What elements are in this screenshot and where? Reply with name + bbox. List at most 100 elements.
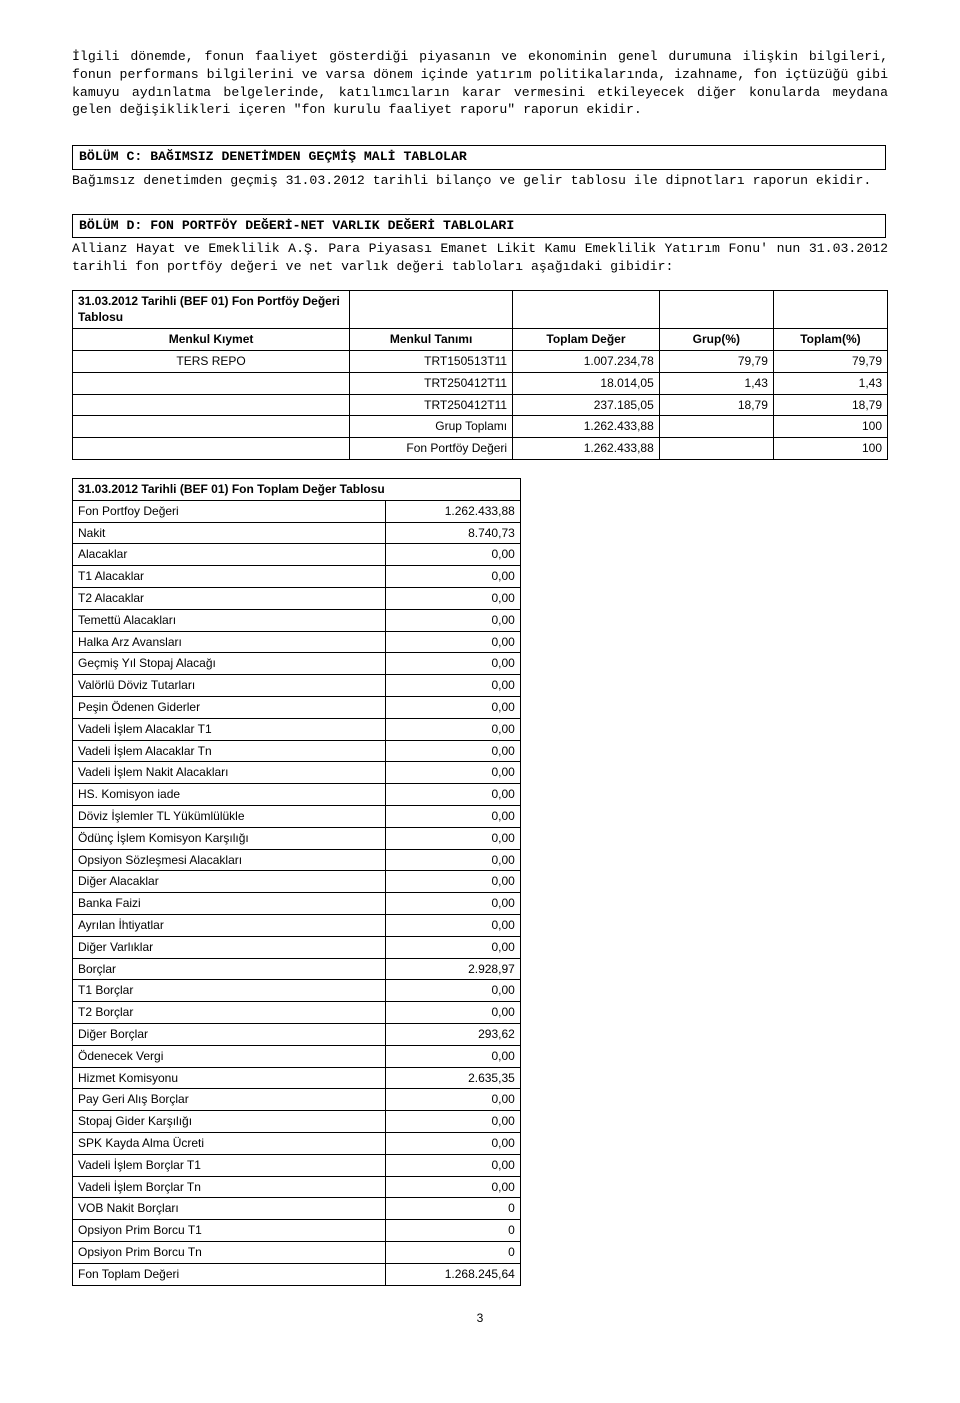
cell: TERS REPO — [73, 351, 350, 373]
cell-value: 0,00 — [386, 980, 520, 1002]
cell-value: 0,00 — [386, 544, 520, 566]
table-row: Valörlü Döviz Tutarları0,00 — [73, 675, 521, 697]
cell: 1.007.234,78 — [513, 351, 660, 373]
cell-label: Fon Toplam Değeri — [73, 1263, 386, 1285]
col-header: Menkul Tanımı — [350, 329, 513, 351]
cell-label: Opsiyon Sözleşmesi Alacakları — [73, 849, 386, 871]
cell-label: Ödenecek Vergi — [73, 1045, 386, 1067]
cell: 18.014,05 — [513, 372, 660, 394]
table-row: Alacaklar0,00 — [73, 544, 521, 566]
table-row: Vadeli İşlem Alacaklar Tn0,00 — [73, 740, 521, 762]
cell-label: Temettü Alacakları — [73, 609, 386, 631]
cell-value: 0,00 — [386, 1176, 520, 1198]
cell — [73, 438, 350, 460]
cell: 100 — [773, 416, 887, 438]
cell: 79,79 — [659, 351, 773, 373]
table-row: Fon Portfoy Değeri1.262.433,88 — [73, 500, 521, 522]
cell-label: Peşin Ödenen Giderler — [73, 697, 386, 719]
cell-value: 0,00 — [386, 1002, 520, 1024]
table-row: Banka Faizi0,00 — [73, 893, 521, 915]
col-header: Toplam Değer — [513, 329, 660, 351]
cell-value: 0,00 — [386, 718, 520, 740]
cell-blank — [773, 290, 887, 329]
cell: 1,43 — [659, 372, 773, 394]
table2-title: 31.03.2012 Tarihli (BEF 01) Fon Toplam D… — [73, 479, 521, 501]
cell: 18,79 — [659, 394, 773, 416]
table-row: Döviz İşlemler TL Yükümlülükle0,00 — [73, 805, 521, 827]
cell: 237.185,05 — [513, 394, 660, 416]
table-row: Opsiyon Prim Borcu Tn0 — [73, 1241, 521, 1263]
cell-value: 0,00 — [386, 740, 520, 762]
cell-label: Nakit — [73, 522, 386, 544]
cell: 100 — [773, 438, 887, 460]
cell-value: 0,00 — [386, 849, 520, 871]
cell-label: Ayrılan İhtiyatlar — [73, 914, 386, 936]
cell — [73, 372, 350, 394]
cell-label: Vadeli İşlem Nakit Alacakları — [73, 762, 386, 784]
cell-label: Alacaklar — [73, 544, 386, 566]
col-header: Grup(%) — [659, 329, 773, 351]
cell-value: 0,00 — [386, 805, 520, 827]
table-row: Vadeli İşlem Borçlar Tn0,00 — [73, 1176, 521, 1198]
cell-value: 0,00 — [386, 653, 520, 675]
cell-label: Halka Arz Avansları — [73, 631, 386, 653]
table-row: T1 Alacaklar0,00 — [73, 566, 521, 588]
cell: TRT150513T11 — [350, 351, 513, 373]
table-row: T1 Borçlar0,00 — [73, 980, 521, 1002]
cell-label: Banka Faizi — [73, 893, 386, 915]
cell-value: 293,62 — [386, 1023, 520, 1045]
cell-value: 0,00 — [386, 697, 520, 719]
page-number: 3 — [72, 1310, 888, 1327]
table-row: T2 Borçlar0,00 — [73, 1002, 521, 1024]
cell-value: 0,00 — [386, 609, 520, 631]
cell: 79,79 — [773, 351, 887, 373]
table-row: Ödünç İşlem Komisyon Karşılığı0,00 — [73, 827, 521, 849]
cell-label: VOB Nakit Borçları — [73, 1198, 386, 1220]
section-d-title: BÖLÜM D: FON PORTFÖY DEĞERİ-NET VARLIK D… — [72, 214, 886, 238]
cell-value: 0,00 — [386, 566, 520, 588]
cell-value: 0 — [386, 1220, 520, 1242]
cell-value: 0,00 — [386, 675, 520, 697]
cell-value: 0,00 — [386, 1045, 520, 1067]
cell — [659, 438, 773, 460]
table-row: Fon Portföy Değeri1.262.433,88100 — [73, 438, 888, 460]
cell-blank — [350, 290, 513, 329]
cell-blank — [659, 290, 773, 329]
portfolio-value-table: 31.03.2012 Tarihli (BEF 01) Fon Portföy … — [72, 290, 888, 460]
cell-label: Ödünç İşlem Komisyon Karşılığı — [73, 827, 386, 849]
table-row: Geçmiş Yıl Stopaj Alacağı0,00 — [73, 653, 521, 675]
total-value-table: 31.03.2012 Tarihli (BEF 01) Fon Toplam D… — [72, 478, 521, 1285]
cell-label: Vadeli İşlem Alacaklar Tn — [73, 740, 386, 762]
table-row: Peşin Ödenen Giderler0,00 — [73, 697, 521, 719]
table-row: Temettü Alacakları0,00 — [73, 609, 521, 631]
table-row: TERS REPOTRT150513T111.007.234,7879,7979… — [73, 351, 888, 373]
cell-value: 0,00 — [386, 827, 520, 849]
table-row: VOB Nakit Borçları0 — [73, 1198, 521, 1220]
cell-value: 1.262.433,88 — [386, 500, 520, 522]
table-row: Vadeli İşlem Borçlar T10,00 — [73, 1154, 521, 1176]
cell: Grup Toplamı — [350, 416, 513, 438]
cell-value: 0,00 — [386, 1132, 520, 1154]
table-row: HS. Komisyon iade0,00 — [73, 784, 521, 806]
cell-label: Diğer Alacaklar — [73, 871, 386, 893]
cell-value: 0 — [386, 1198, 520, 1220]
cell-value: 0,00 — [386, 1154, 520, 1176]
cell-value: 0,00 — [386, 762, 520, 784]
table-row: Opsiyon Prim Borcu T10 — [73, 1220, 521, 1242]
table1-title: 31.03.2012 Tarihli (BEF 01) Fon Portföy … — [73, 290, 350, 329]
section-d-body: Allianz Hayat ve Emeklilik A.Ş. Para Piy… — [72, 240, 888, 276]
cell-value: 0,00 — [386, 631, 520, 653]
intro-paragraph: İlgili dönemde, fonun faaliyet gösterdiğ… — [72, 48, 888, 119]
cell-value: 2.635,35 — [386, 1067, 520, 1089]
table-row: Diğer Varlıklar0,00 — [73, 936, 521, 958]
cell: TRT250412T11 — [350, 372, 513, 394]
table-row: Diğer Alacaklar0,00 — [73, 871, 521, 893]
cell-value: 0,00 — [386, 936, 520, 958]
cell — [73, 416, 350, 438]
cell-label: T1 Alacaklar — [73, 566, 386, 588]
cell-label: Geçmiş Yıl Stopaj Alacağı — [73, 653, 386, 675]
cell: Fon Portföy Değeri — [350, 438, 513, 460]
cell-label: Hizmet Komisyonu — [73, 1067, 386, 1089]
table-row: TRT250412T11237.185,0518,7918,79 — [73, 394, 888, 416]
table-row: SPK Kayda Alma Ücreti0,00 — [73, 1132, 521, 1154]
